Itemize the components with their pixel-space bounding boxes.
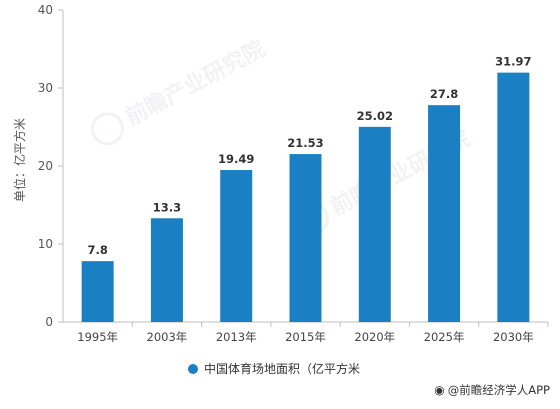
bar-value-label: 27.8 [430, 87, 458, 101]
legend: 中国体育场地面积（亿平方米 [188, 360, 360, 377]
bar [497, 72, 530, 322]
watermark-text: 前瞻产业研究院 [121, 36, 269, 131]
y-tick-label: 30 [38, 81, 53, 95]
bar-value-label: 25.02 [357, 109, 393, 123]
bar-value-label: 13.3 [153, 200, 181, 214]
y-axis-title: 单位：亿平方米 [12, 118, 27, 202]
x-tick-label: 1995年 [77, 330, 118, 344]
bar-value-label: 7.8 [87, 243, 107, 257]
x-tick-label: 2030年 [493, 330, 534, 344]
x-tick-label: 2025年 [424, 330, 465, 344]
y-axis-ticks: 0 10 20 30 40 [38, 3, 63, 329]
credit-text: @前瞻经济学人APP [447, 383, 550, 397]
bars-group: 7.8 13.3 19.49 21.53 25.02 27.8 31.97 [81, 55, 532, 323]
bar [289, 154, 322, 322]
bar-value-label: 21.53 [287, 136, 323, 150]
bar [358, 126, 391, 323]
watermark-logo-icon [90, 112, 124, 146]
legend-swatch [188, 363, 198, 374]
watermark: 前瞻产业研究院 [90, 36, 269, 146]
y-tick-label: 40 [38, 3, 53, 17]
wechat-icon: ◉ [434, 383, 445, 397]
bar [220, 169, 253, 322]
x-tick-label: 2013年 [216, 330, 257, 344]
x-axis-labels: 1995年 2003年 2013年 2015年 2020年 2025年 2030年 [77, 322, 549, 344]
bar-value-label: 31.97 [495, 55, 531, 69]
bar [150, 218, 183, 322]
bar-value-label: 19.49 [218, 152, 254, 166]
bar [428, 105, 461, 322]
x-tick-label: 2015年 [285, 330, 326, 344]
y-tick-label: 10 [38, 237, 53, 251]
y-tick-label: 20 [38, 159, 53, 173]
legend-label: 中国体育场地面积（亿平方米 [204, 362, 361, 376]
x-tick-label: 2020年 [354, 330, 395, 344]
x-tick-label: 2003年 [147, 330, 188, 344]
credit: ◉ @前瞻经济学人APP [434, 382, 550, 398]
y-tick-label: 0 [45, 315, 53, 329]
bar [81, 261, 114, 322]
